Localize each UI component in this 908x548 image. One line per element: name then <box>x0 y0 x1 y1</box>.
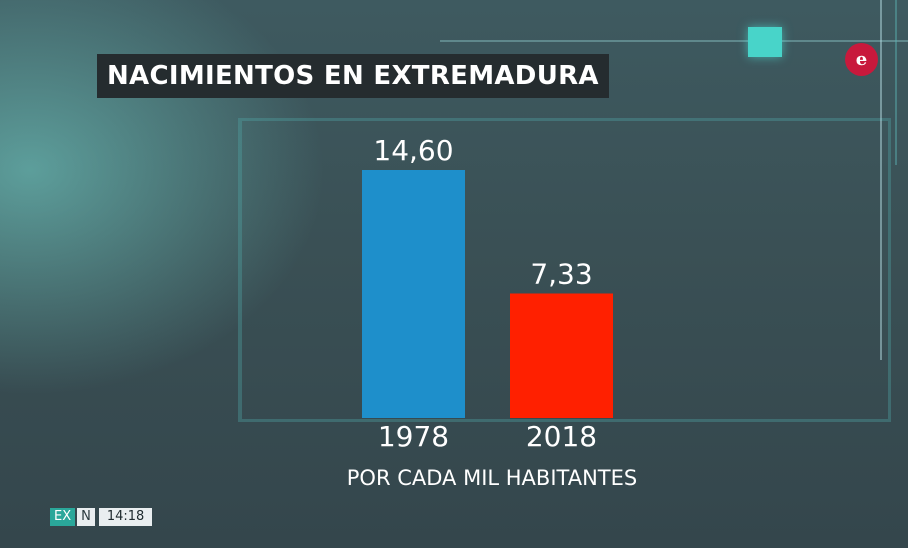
value-label-2018: 7,33 <box>530 257 592 290</box>
chart-title: NACIMIENTOS EN EXTREMADURA <box>97 54 609 98</box>
category-label-1978: 1978 <box>378 420 449 453</box>
decorative-line-edge <box>895 0 897 165</box>
decorative-line <box>440 40 908 42</box>
category-label-2018: 2018 <box>526 420 597 453</box>
x-axis-label: POR CADA MIL HABITANTES <box>347 466 637 490</box>
decorative-line-right <box>880 0 882 360</box>
bar-2018 <box>510 293 613 418</box>
news-ticker: EX N 14:18 <box>50 508 153 526</box>
decorative-frame <box>238 118 891 422</box>
channel-logo-icon: e <box>845 43 878 76</box>
logo-letter: e <box>855 49 868 70</box>
decorative-square <box>748 27 782 57</box>
channel-suffix: N <box>77 508 95 526</box>
value-label-1978: 14,60 <box>373 134 453 167</box>
clock-time: 14:18 <box>98 508 153 526</box>
channel-badge: EX <box>50 508 76 526</box>
bar-1978 <box>362 170 465 418</box>
